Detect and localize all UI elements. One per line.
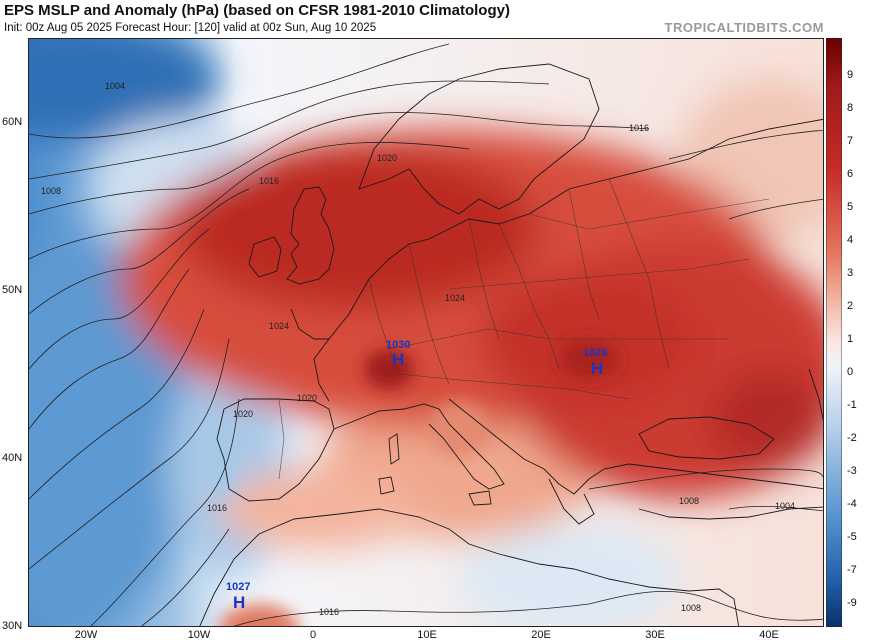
colorbar-tick-label: -1	[847, 399, 857, 411]
colorbar-tick-label: -4	[847, 498, 857, 510]
colorbar-tick-label: 3	[847, 267, 854, 279]
colorbar-tick-label: 0	[847, 366, 854, 378]
brand-watermark: TROPICALTIDBITS.COM	[664, 20, 824, 35]
lat-label: 50N	[2, 284, 23, 296]
anomaly-details	[203, 339, 619, 626]
isobar-label: 1020	[297, 393, 317, 403]
colorbar-tick-label: -9	[847, 597, 857, 609]
svg-text:H: H	[392, 350, 404, 369]
isobar-label: 1016	[629, 123, 649, 133]
colorbar-tick-label: 2	[847, 300, 854, 312]
svg-text:H: H	[591, 359, 603, 378]
lon-label: 10W	[187, 629, 211, 641]
isobars	[29, 43, 823, 626]
lon-label: 30E	[645, 629, 665, 641]
lon-label: 10E	[417, 629, 437, 641]
lat-label: 60N	[2, 116, 23, 128]
isobar-label: 1004	[105, 81, 125, 91]
chart-subtitle: Init: 00z Aug 05 2025 Forecast Hour: [12…	[4, 22, 377, 34]
anomaly-map: 1004 1008 1016 1020 1024 1016 1020 1016 …	[28, 38, 824, 627]
lon-label: 20W	[74, 629, 98, 641]
isobar-label: 1016	[319, 607, 339, 617]
colorbar-tick-label: 1	[847, 333, 854, 345]
lon-label: 0	[309, 629, 317, 641]
isobar-label: 1008	[681, 603, 701, 613]
isobar-label: 1008	[41, 186, 61, 196]
isobar-label: 1020	[233, 409, 253, 419]
colorbar-tick-label: -2	[847, 432, 857, 444]
colorbar-tick-label: 9	[847, 69, 854, 81]
lon-label: 40E	[759, 629, 779, 641]
svg-text:1027: 1027	[226, 581, 250, 593]
isobar-label: 1008	[679, 496, 699, 506]
colorbar-tick-label: 8	[847, 102, 854, 114]
map-canvas: 1004 1008 1016 1020 1024 1016 1020 1016 …	[29, 39, 823, 626]
colorbar-tick-label: -7	[847, 564, 857, 576]
coastlines	[199, 63, 823, 626]
svg-text:1030: 1030	[386, 339, 410, 351]
colorbar-tick-label: -3	[847, 465, 857, 477]
country-borders	[278, 178, 770, 480]
pressure-centers: 1030 H 1026 H 1027 H	[226, 339, 607, 612]
isobar-label: 1016	[259, 176, 279, 186]
colorbar-tick-label: 6	[847, 168, 854, 180]
isobar-label: 1004	[775, 501, 795, 511]
anomaly-colorbar	[825, 37, 843, 628]
anomaly-field	[29, 39, 823, 626]
svg-text:H: H	[233, 593, 245, 612]
colorbar-tick-label: 4	[847, 234, 854, 246]
svg-text:1026: 1026	[583, 347, 607, 359]
isobar-labels: 1004 1008 1016 1020 1024 1016 1020 1016 …	[41, 81, 795, 617]
isobar-label: 1024	[269, 321, 289, 331]
colorbar-gradient	[825, 37, 843, 628]
lon-label: 20E	[531, 629, 551, 641]
isobar-label: 1024	[445, 293, 465, 303]
high-pressure-center-morocco: 1027 H	[226, 581, 250, 612]
colorbar-tick-label: 5	[847, 201, 854, 213]
colorbar-tick-label: -5	[847, 531, 857, 543]
high-pressure-center-romania: 1026 H	[583, 347, 607, 378]
isobar-label: 1016	[207, 503, 227, 513]
chart-header: EPS MSLP and Anomaly (hPa) (based on CFS…	[0, 0, 870, 38]
chart-title: EPS MSLP and Anomaly (hPa) (based on CFS…	[4, 2, 510, 19]
colorbar-tick-label: 7	[847, 135, 854, 147]
lat-label: 30N	[2, 620, 23, 632]
high-pressure-center-alps: 1030 H	[386, 339, 410, 369]
lat-label: 40N	[2, 452, 23, 464]
isobar-label: 1020	[377, 153, 397, 163]
